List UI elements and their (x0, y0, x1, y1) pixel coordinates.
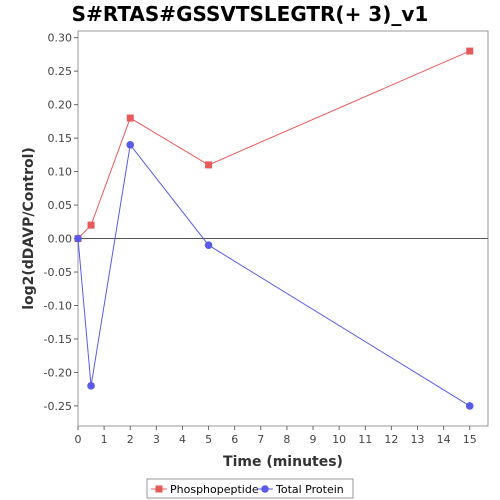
y-tick-label: 0.20 (48, 99, 73, 112)
y-tick-label: 0.15 (48, 132, 73, 145)
x-tick-label: 13 (410, 433, 424, 446)
x-tick-label: 1 (101, 433, 108, 446)
y-tick-label: -0.10 (44, 299, 72, 312)
total-protein-point (204, 241, 213, 250)
legend: Phosphopeptide Total Protein (146, 478, 354, 499)
y-axis-label: log2(dDAVP/Control) (21, 147, 37, 310)
y-tick-label: 0.10 (48, 166, 73, 179)
total-protein-point (126, 141, 135, 149)
x-tick-label: 2 (127, 433, 134, 446)
y-tick-label: -0.05 (44, 266, 72, 279)
x-tick-label: 5 (205, 433, 212, 446)
total-protein-point (74, 234, 82, 243)
plot-area (77, 30, 489, 427)
y-tick-label: 0.00 (48, 233, 73, 246)
x-tick-label: 8 (283, 433, 290, 446)
x-tick-label: 7 (257, 433, 264, 446)
x-tick-label: 15 (463, 433, 477, 446)
phosphopeptide-point (205, 161, 213, 169)
y-tick-label: -0.25 (44, 400, 72, 413)
x-tick-label: 6 (231, 433, 238, 446)
x-tick-label: 4 (179, 433, 186, 446)
x-tick-label: 14 (437, 433, 451, 446)
y-tick-label: 0.05 (48, 199, 73, 212)
x-tick-label: 0 (75, 433, 82, 446)
legend-box (146, 478, 354, 499)
legend-total-protein-label: Total Protein (275, 483, 344, 496)
chart-title: S#RTAS#GSSVTSLEGTR(+ 3)_v1 (72, 2, 429, 26)
x-tick-label: 3 (153, 433, 160, 446)
x-tick-label: 11 (358, 433, 372, 446)
phosphopeptide-point (466, 47, 474, 55)
y-tick-label: 0.30 (48, 32, 73, 45)
phosphopeptide-point (87, 221, 95, 229)
total-protein-point (465, 402, 474, 410)
y-tick-label: 0.25 (48, 65, 73, 78)
y-tick-label: -0.15 (44, 333, 72, 346)
y-tick-label: -0.20 (44, 366, 72, 379)
x-tick-label: 10 (332, 433, 346, 446)
x-tick-label: 9 (310, 433, 317, 446)
legend-phosphopeptide-label: Phosphopeptide (170, 483, 259, 496)
legend-phosphopeptide-marker (155, 485, 163, 493)
total-protein-point (87, 382, 95, 390)
legend-total-protein-marker (261, 485, 269, 493)
x-axis-label: Time (minutes) (223, 454, 343, 470)
phosphopeptide-point (126, 114, 134, 122)
x-tick-label: 12 (384, 433, 398, 446)
